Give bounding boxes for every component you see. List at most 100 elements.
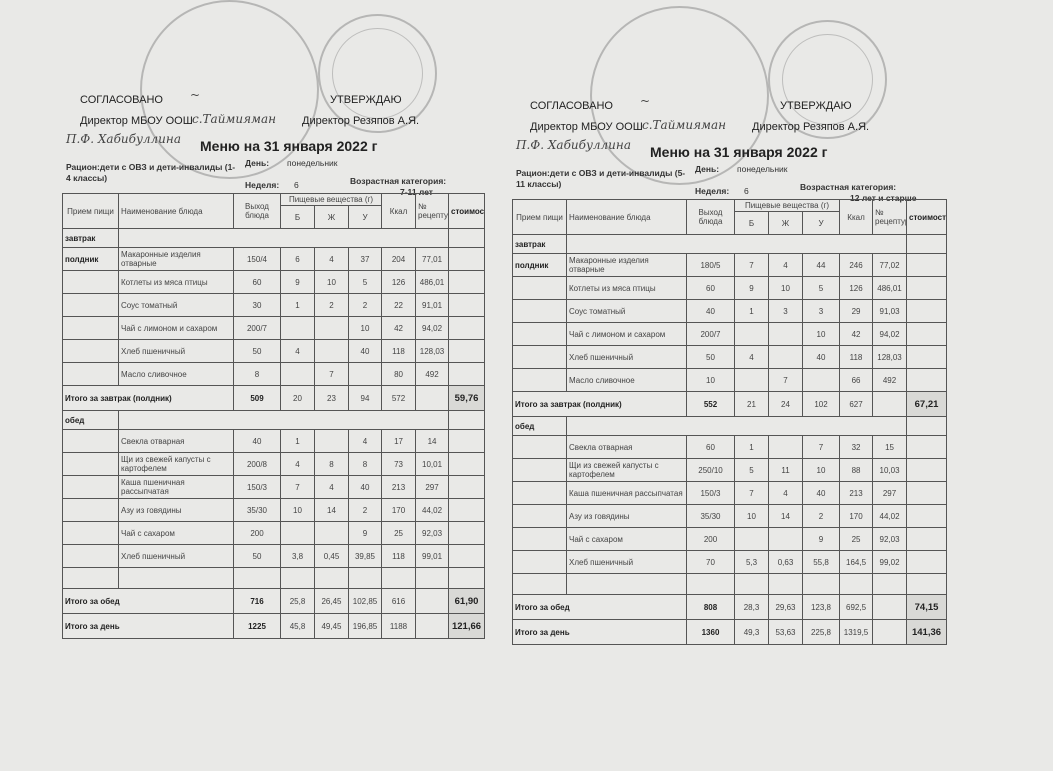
fat	[768, 322, 803, 346]
recipe-number: 15	[872, 435, 908, 459]
ration-label: Рацион:дети с ОВЗ и дети-инвалиды (5-11 …	[516, 168, 686, 189]
recipe-number: 91,03	[872, 299, 908, 323]
section-row: завтрак	[62, 228, 486, 248]
day-total-protein: 45,8	[280, 613, 315, 639]
protein: 7	[280, 475, 315, 499]
protein: 3,8	[280, 544, 315, 568]
table-row: Хлеб пшеничный 50 4 40 118 128,03	[62, 339, 486, 363]
meal-cell	[512, 368, 567, 392]
left-director: Директор МБОУ ООШ	[530, 121, 643, 133]
dish-name: Каша пшеничная рассыпчатая	[566, 481, 687, 505]
round-stamp-left	[140, 0, 319, 179]
fat	[314, 429, 349, 453]
total-yield: 716	[233, 588, 281, 614]
dish-name: Соус томатный	[566, 299, 687, 323]
cost-cell	[906, 504, 948, 528]
cost-cell	[448, 452, 486, 476]
dish-name: Соус томатный	[118, 293, 234, 317]
yield: 150/4	[233, 247, 281, 271]
recipe-number: 486,01	[415, 270, 450, 294]
section-row: завтрак	[512, 234, 948, 254]
yield: 200/7	[686, 322, 735, 346]
dish-name: Щи из свежей капусты с картофелем	[566, 458, 687, 482]
kcal: 204	[381, 247, 417, 271]
total-cost: 61,90	[448, 588, 486, 614]
protein: 9	[734, 276, 769, 300]
yield: 180/5	[686, 253, 735, 277]
section-blank	[565, 234, 908, 254]
kcal: 170	[381, 498, 417, 522]
dish-name: Щи из свежей капусты с картофелем	[118, 452, 234, 476]
day-total-carbs: 225,8	[801, 619, 841, 645]
day-total-recipe	[872, 619, 908, 645]
carbs	[347, 362, 383, 386]
protein: 6	[280, 247, 315, 271]
total-row: Итого за завтрак (полдник) 552 21 24 102 627 6…	[512, 391, 948, 417]
carbs: 3	[801, 299, 841, 323]
carbs: 9	[801, 527, 841, 551]
protein	[734, 368, 769, 392]
day-value: понедельник	[287, 158, 338, 168]
total-protein: 28,3	[734, 594, 769, 620]
round-stamp-seal	[768, 20, 887, 139]
fat: 4	[314, 247, 349, 271]
kcal: 213	[381, 475, 417, 499]
day-label: День:	[695, 164, 720, 174]
recipe-number: 92,03	[415, 521, 450, 545]
meal-cell	[62, 429, 119, 453]
kcal: 213	[839, 481, 874, 505]
protein: 1	[734, 299, 769, 323]
carbs: 55,8	[801, 550, 841, 574]
blank-cell	[280, 567, 315, 589]
fat	[768, 527, 803, 551]
total-label: Итого за обед	[512, 594, 687, 620]
blank-cell	[768, 573, 803, 595]
day-total-row: Итого за день 1225 45,8 49,45 196,85 1188 121,…	[62, 613, 486, 639]
yield: 35/30	[686, 504, 735, 528]
yield: 50	[686, 345, 735, 369]
blank-cell	[415, 567, 450, 589]
dish-name: Хлеб пшеничный	[118, 544, 234, 568]
kcal: 126	[381, 270, 417, 294]
carbs: 7	[801, 435, 841, 459]
yield: 35/30	[233, 498, 281, 522]
recipe-number: 77,02	[872, 253, 908, 277]
age-category-value: 7-11 лет	[400, 187, 433, 197]
yield: 8	[233, 362, 281, 386]
table-row: Хлеб пшеничный 70 5,3 0,63 55,8 164,5 99,02	[512, 550, 948, 574]
day-total-yield: 1360	[686, 619, 735, 645]
page-title: Меню на 31 января 2022 г	[650, 144, 828, 160]
blank-cell	[512, 573, 567, 595]
agreed-label: СОГЛАСОВАНО	[530, 100, 613, 112]
recipe-number: 14	[415, 429, 450, 453]
protein: 4	[280, 339, 315, 363]
header-protein: Б	[280, 205, 315, 229]
fat: 2	[314, 293, 349, 317]
table-row: Азу из говядины 35/30 10 14 2 170 44,02	[62, 498, 486, 522]
total-recipe	[872, 594, 908, 620]
protein: 10	[734, 504, 769, 528]
dish-name: Каша пшеничная рассыпчатая	[118, 475, 234, 499]
total-kcal: 627	[839, 391, 874, 417]
table-row: Щи из свежей капусты с картофелем 200/8 4 8…	[62, 452, 486, 476]
day-total-carbs: 196,85	[347, 613, 383, 639]
kcal: 73	[381, 452, 417, 476]
carbs	[801, 368, 841, 392]
section-row: обед	[512, 416, 948, 436]
carbs: 37	[347, 247, 383, 271]
yield: 250/10	[686, 458, 735, 482]
yield: 150/3	[686, 481, 735, 505]
right-director: Директор Резяпов А.Я.	[752, 121, 870, 133]
age-category-value: 12 лет и старше	[850, 193, 917, 203]
meal-cell	[512, 322, 567, 346]
total-fat: 24	[768, 391, 803, 417]
round-stamp-left	[590, 6, 769, 185]
table-row: Свекла отварная 40 1 4 17 14	[62, 429, 486, 453]
day-value: понедельник	[737, 164, 788, 174]
cost-cell	[448, 293, 486, 317]
header-recipe: № рецептуры	[872, 199, 908, 235]
total-yield: 552	[686, 391, 735, 417]
total-cost: 67,21	[906, 391, 948, 417]
total-carbs: 94	[347, 385, 383, 411]
